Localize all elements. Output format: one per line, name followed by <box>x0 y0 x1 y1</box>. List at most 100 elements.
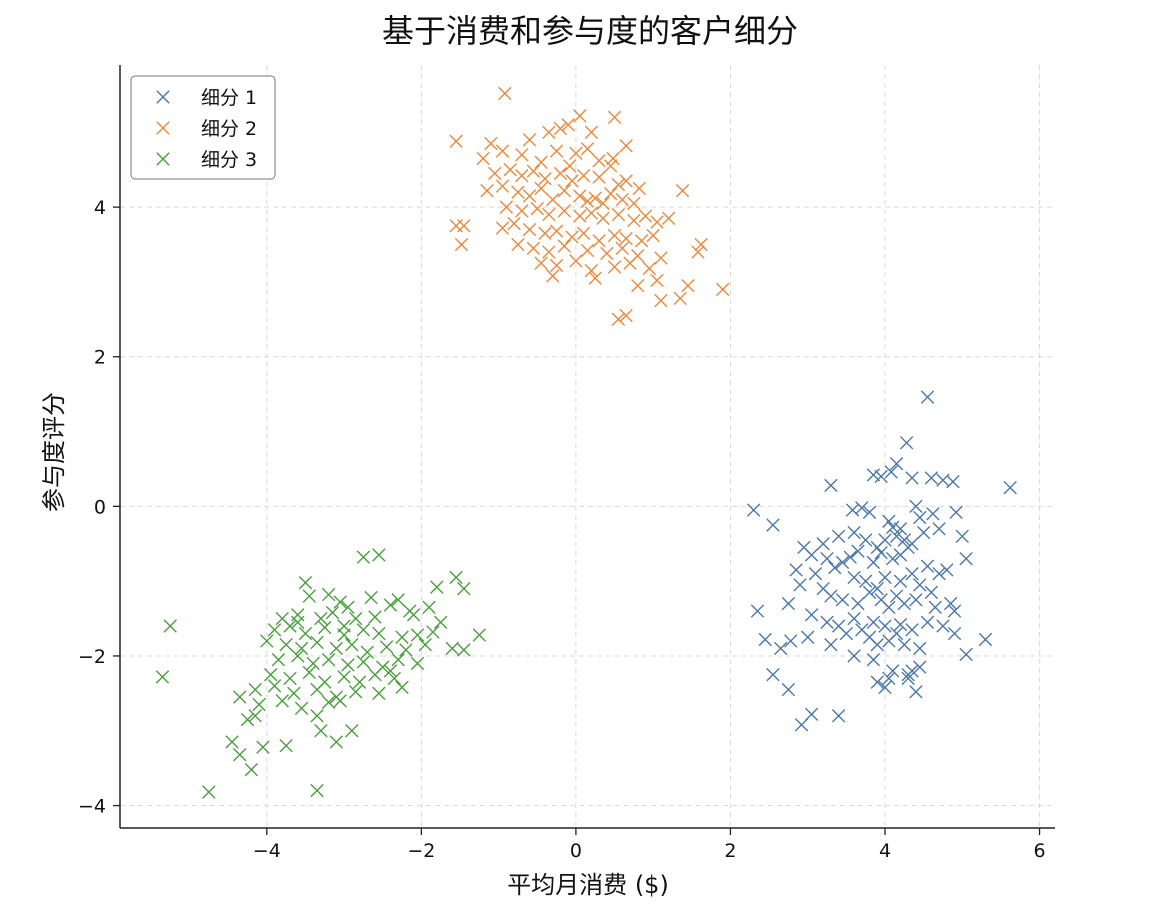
data-point <box>882 514 896 528</box>
data-point <box>321 695 336 710</box>
data-point <box>607 260 622 274</box>
data-point <box>909 685 923 699</box>
data-point <box>584 264 599 278</box>
data-point <box>291 608 305 622</box>
data-point <box>476 151 490 166</box>
data-point <box>553 121 568 136</box>
data-point <box>820 615 834 629</box>
data-point <box>773 641 788 656</box>
data-point <box>240 712 255 727</box>
data-point <box>874 469 888 484</box>
series-1 <box>746 390 1017 732</box>
data-point <box>511 237 525 252</box>
data-point <box>592 154 606 168</box>
data-point <box>750 604 765 618</box>
data-point <box>607 228 622 243</box>
data-point <box>530 201 544 216</box>
data-point <box>870 581 884 596</box>
x-tick-label: −4 <box>253 840 281 862</box>
data-point <box>557 239 572 253</box>
data-point <box>673 291 687 306</box>
data-point <box>847 525 861 540</box>
data-point <box>943 596 958 611</box>
data-point <box>650 273 664 288</box>
data-point <box>279 739 293 753</box>
data-point <box>835 593 850 607</box>
data-point <box>642 261 657 276</box>
data-point <box>561 118 575 132</box>
data-point <box>889 626 904 641</box>
data-point <box>603 159 618 173</box>
data-point <box>947 626 962 641</box>
data-point <box>325 605 340 620</box>
data-point <box>410 656 425 671</box>
data-point <box>928 600 942 615</box>
data-point <box>267 623 282 637</box>
data-point <box>267 679 282 693</box>
data-point <box>866 652 881 667</box>
data-point <box>256 740 270 754</box>
data-point <box>260 634 274 648</box>
data-point <box>831 529 846 543</box>
data-point <box>924 471 939 485</box>
data-point <box>495 144 510 158</box>
data-point <box>596 211 610 226</box>
data-point <box>893 574 908 588</box>
data-point <box>372 548 386 562</box>
data-point <box>515 169 529 183</box>
data-point <box>824 589 838 603</box>
data-point <box>445 641 459 656</box>
x-tick-label: 6 <box>1033 840 1045 862</box>
data-point <box>352 675 367 689</box>
data-point <box>341 600 355 615</box>
data-point <box>563 159 577 173</box>
data-point <box>345 724 359 738</box>
data-point <box>619 174 633 188</box>
x-tick-label: 0 <box>570 840 582 862</box>
data-point <box>936 619 950 633</box>
data-point <box>946 474 960 489</box>
data-point <box>808 566 823 581</box>
data-point <box>426 625 440 639</box>
series-3 <box>155 548 487 799</box>
data-point <box>716 282 730 297</box>
data-point <box>858 574 873 588</box>
data-point <box>263 667 278 682</box>
data-point <box>862 505 877 520</box>
x-axis-label: 平均月消费 ($) <box>507 871 669 899</box>
data-point <box>379 640 394 654</box>
data-point <box>310 635 324 650</box>
data-point <box>329 735 344 749</box>
data-point <box>913 660 927 674</box>
data-point <box>298 626 313 641</box>
data-point <box>926 507 940 521</box>
data-point <box>835 555 850 570</box>
data-point <box>619 231 633 246</box>
data-point <box>383 598 398 612</box>
data-point <box>495 221 510 235</box>
data-point <box>573 109 587 123</box>
data-point <box>901 671 915 686</box>
data-point <box>766 518 780 532</box>
data-point <box>534 155 548 169</box>
x-tick-label: 4 <box>879 840 891 862</box>
data-point <box>314 611 328 626</box>
data-point <box>851 544 865 558</box>
data-point <box>526 164 541 178</box>
data-point <box>584 206 599 220</box>
grid <box>120 65 1055 828</box>
data-point <box>580 243 595 258</box>
legend-item: 细分 3 <box>156 149 257 171</box>
data-point <box>874 546 888 560</box>
data-point <box>499 200 514 214</box>
y-tick-label: −2 <box>78 646 106 668</box>
data-point <box>534 256 548 270</box>
data-point <box>855 501 869 515</box>
data-point <box>511 185 525 199</box>
data-point <box>372 686 386 701</box>
data-point <box>333 694 347 708</box>
data-point <box>248 709 262 723</box>
data-point <box>314 724 328 738</box>
data-point <box>909 593 923 607</box>
chart-title: 基于消费和参与度的客户细分 <box>382 12 798 50</box>
